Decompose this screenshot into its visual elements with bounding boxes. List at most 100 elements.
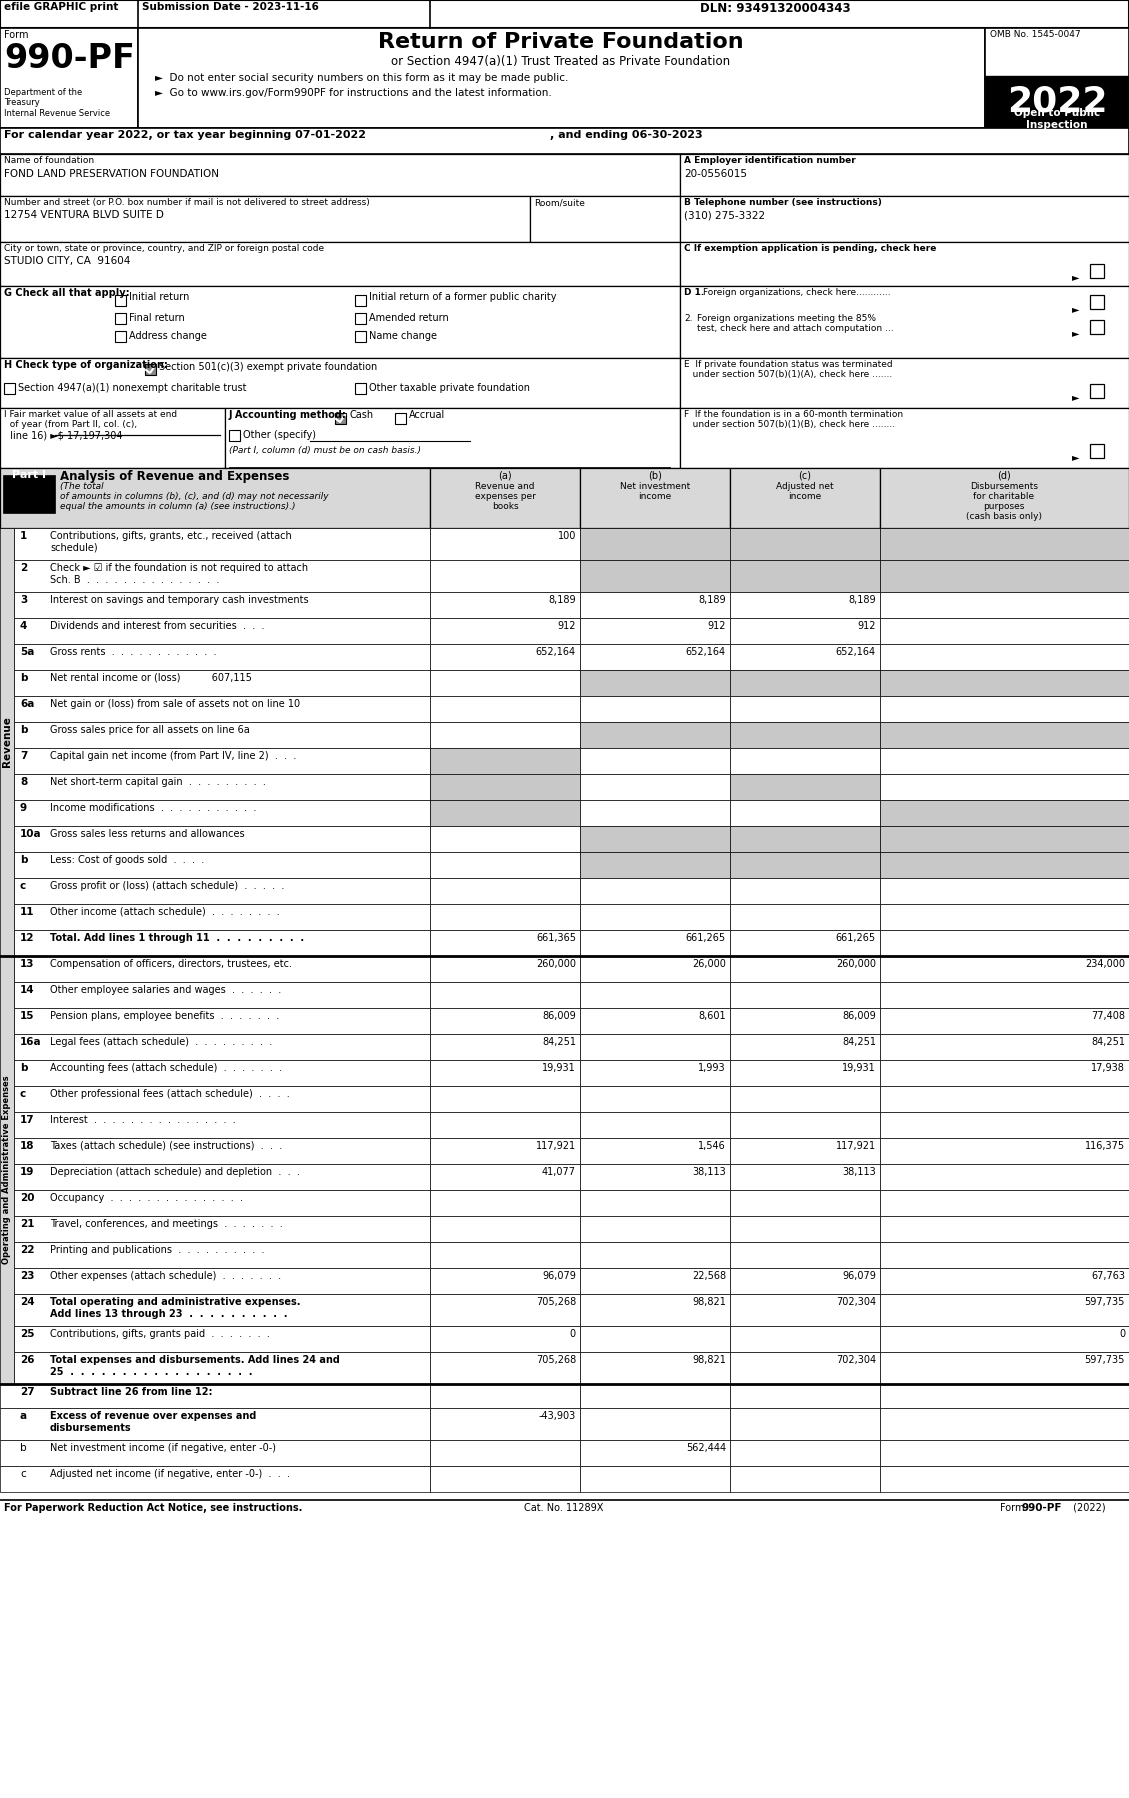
Bar [0, 408, 225, 467]
Bar [730, 1465, 879, 1492]
Bar [355, 383, 366, 394]
Text: Accounting fees (attach schedule)  .  .  .  .  .  .  .: Accounting fees (attach schedule) . . . … [50, 1063, 282, 1073]
Text: expenses per: expenses per [474, 493, 535, 502]
Text: c: c [20, 1469, 26, 1480]
Text: 15: 15 [20, 1010, 35, 1021]
Text: 12: 12 [20, 933, 35, 942]
Text: Other income (attach schedule)  .  .  .  .  .  .  .  .: Other income (attach schedule) . . . . .… [50, 906, 280, 917]
Text: 990-PF: 990-PF [5, 41, 134, 76]
Text: 19,931: 19,931 [842, 1063, 876, 1073]
Text: 19,931: 19,931 [542, 1063, 576, 1073]
Text: ►: ► [1073, 451, 1079, 462]
Bar [680, 155, 1129, 196]
Bar [879, 773, 1129, 800]
Bar [879, 1034, 1129, 1061]
Text: 98,821: 98,821 [692, 1296, 726, 1307]
Bar [580, 1086, 730, 1111]
Bar [14, 748, 430, 773]
Text: Gross rents  .  .  .  .  .  .  .  .  .  .  .  .: Gross rents . . . . . . . . . . . . [50, 647, 217, 656]
Text: c: c [20, 1090, 26, 1099]
Bar [14, 1009, 430, 1034]
Text: Name of foundation: Name of foundation [5, 156, 94, 165]
Bar [14, 852, 430, 877]
Text: 84,251: 84,251 [842, 1037, 876, 1046]
Text: Form: Form [5, 31, 28, 40]
Text: Net investment income (if negative, enter -0-): Net investment income (if negative, ente… [50, 1444, 275, 1453]
Bar [580, 1268, 730, 1295]
Text: 84,251: 84,251 [542, 1037, 576, 1046]
Text: b: b [20, 1444, 27, 1453]
Text: 1,993: 1,993 [699, 1063, 726, 1073]
Text: 4: 4 [20, 620, 27, 631]
Bar [879, 982, 1129, 1009]
Text: Printing and publications  .  .  .  .  .  .  .  .  .  .: Printing and publications . . . . . . . … [50, 1244, 264, 1255]
Text: Depreciation (attach schedule) and depletion  .  .  .: Depreciation (attach schedule) and deple… [50, 1167, 300, 1178]
Bar [580, 1384, 730, 1408]
Text: D 1.: D 1. [684, 288, 704, 297]
Text: 990-PF: 990-PF [1022, 1503, 1062, 1512]
Text: 912: 912 [708, 620, 726, 631]
Bar [580, 1111, 730, 1138]
Bar [430, 1061, 580, 1086]
Bar [580, 930, 730, 957]
Text: Contributions, gifts, grants, etc., received (attach
schedule): Contributions, gifts, grants, etc., rece… [50, 530, 291, 552]
Text: 84,251: 84,251 [1091, 1037, 1124, 1046]
Text: Contributions, gifts, grants paid  .  .  .  .  .  .  .: Contributions, gifts, grants paid . . . … [50, 1329, 270, 1340]
Text: Gross sales price for all assets on line 6a: Gross sales price for all assets on line… [50, 725, 250, 735]
Bar [730, 1190, 879, 1215]
Text: 27: 27 [20, 1386, 35, 1397]
Bar [14, 696, 430, 723]
Text: Taxes (attach schedule) (see instructions)  .  .  .: Taxes (attach schedule) (see instruction… [50, 1142, 282, 1151]
Bar [879, 1242, 1129, 1268]
Text: Adjusted net: Adjusted net [777, 482, 834, 491]
Text: 17,938: 17,938 [1091, 1063, 1124, 1073]
Text: F  If the foundation is in a 60-month termination: F If the foundation is in a 60-month ter… [684, 410, 903, 419]
Bar [580, 1440, 730, 1465]
Bar [430, 619, 580, 644]
Bar [879, 957, 1129, 982]
Bar [879, 1163, 1129, 1190]
Bar [879, 644, 1129, 671]
Bar [879, 1465, 1129, 1492]
Text: OMB No. 1545-0047: OMB No. 1545-0047 [990, 31, 1080, 40]
Text: 41,077: 41,077 [542, 1167, 576, 1178]
Bar [580, 1242, 730, 1268]
Text: Legal fees (attach schedule)  .  .  .  .  .  .  .  .  .: Legal fees (attach schedule) . . . . . .… [50, 1037, 272, 1046]
Text: of amounts in columns (b), (c), and (d) may not necessarily: of amounts in columns (b), (c), and (d) … [60, 493, 329, 502]
Text: 912: 912 [858, 620, 876, 631]
Bar [730, 1384, 879, 1408]
Bar [580, 1408, 730, 1440]
Text: Less: Cost of goods sold  .  .  .  .: Less: Cost of goods sold . . . . [50, 856, 204, 865]
Text: , and ending 06-30-2023: , and ending 06-30-2023 [550, 129, 702, 140]
Text: Interest on savings and temporary cash investments: Interest on savings and temporary cash i… [50, 595, 308, 604]
Bar [0, 467, 430, 529]
Bar [879, 671, 1129, 696]
Text: efile GRAPHIC print: efile GRAPHIC print [5, 2, 119, 13]
Text: (a): (a) [498, 469, 511, 480]
Bar [580, 877, 730, 904]
Text: Gross profit or (loss) (attach schedule)  .  .  .  .  .: Gross profit or (loss) (attach schedule)… [50, 881, 285, 892]
Text: purposes: purposes [983, 502, 1025, 511]
Bar [580, 559, 730, 592]
Bar [430, 877, 580, 904]
Bar [730, 671, 879, 696]
Text: 661,265: 661,265 [686, 933, 726, 942]
Bar [430, 723, 580, 748]
Bar [430, 1086, 580, 1111]
Text: ►  Do not enter social security numbers on this form as it may be made public.: ► Do not enter social security numbers o… [155, 74, 568, 83]
Bar [879, 529, 1129, 559]
Text: Final return: Final return [129, 313, 185, 324]
Bar [0, 0, 1129, 29]
Text: 661,265: 661,265 [835, 933, 876, 942]
Bar [14, 671, 430, 696]
Bar [430, 592, 580, 619]
Text: 12754 VENTURA BLVD SUITE D: 12754 VENTURA BLVD SUITE D [5, 210, 164, 219]
Text: 38,113: 38,113 [692, 1167, 726, 1178]
Text: 117,921: 117,921 [536, 1142, 576, 1151]
Bar [430, 467, 580, 529]
Text: Revenue: Revenue [2, 717, 12, 768]
Bar [430, 930, 580, 957]
Text: Income modifications  .  .  .  .  .  .  .  .  .  .  .: Income modifications . . . . . . . . . .… [50, 804, 256, 813]
Bar [14, 1163, 430, 1190]
Bar [580, 904, 730, 930]
